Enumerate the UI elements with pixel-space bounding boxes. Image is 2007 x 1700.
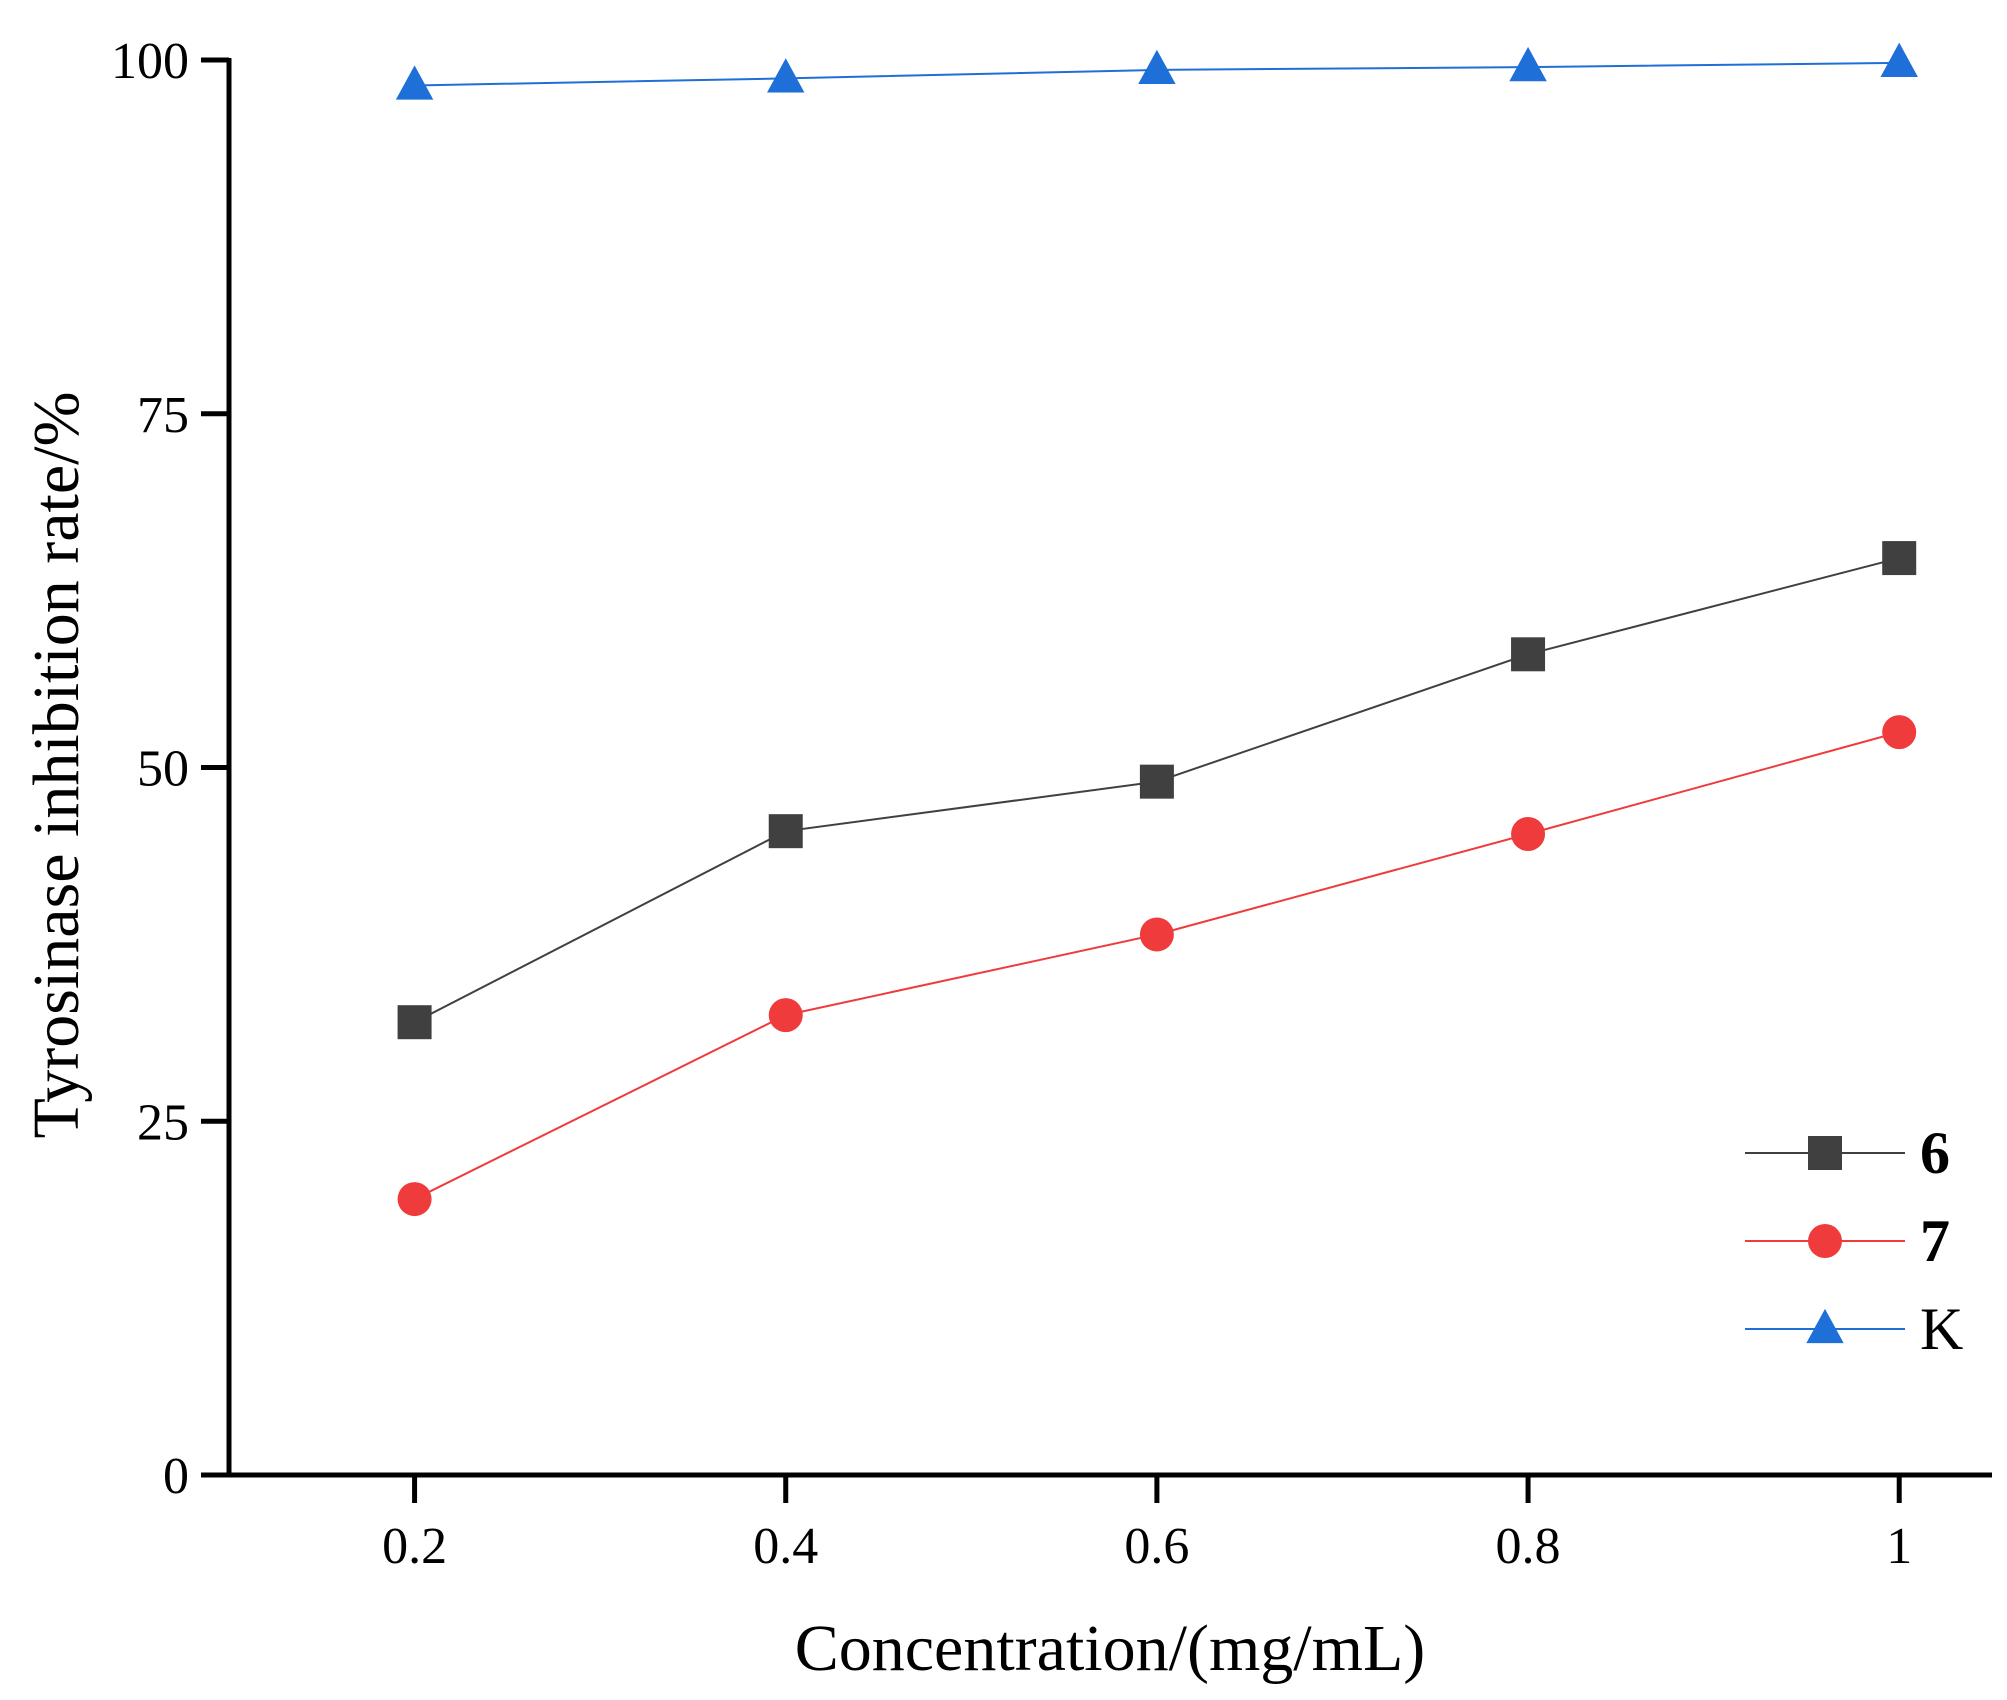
x-tick-label: 0.6 [1124,1518,1189,1575]
series-7-line [414,731,1900,1200]
legend-marker [1808,1224,1842,1258]
x-tick-label: 1 [1886,1518,1912,1575]
series-7 [397,715,1917,1217]
legend-item-K: K [1745,1296,1963,1362]
y-tick-label: 100 [111,33,189,90]
series-K-point [1138,49,1176,85]
x-tick-label: 0.8 [1496,1518,1561,1575]
series-6-point [1511,637,1546,672]
series-K-point [1880,42,1918,77]
series-K-point [1509,46,1547,82]
series-6 [397,541,1917,1040]
series-group [395,42,1918,1217]
series-7-point [1139,917,1174,952]
series-7-point [1511,817,1546,852]
legend-marker [1806,1308,1844,1344]
x-tick-label: 0.4 [753,1518,818,1575]
series-6-point [1139,764,1174,799]
series-6-point [1882,541,1917,576]
series-K [395,42,1918,100]
x-axis-title: Concentration/(mg/mL) [795,1612,1426,1685]
y-tick-label: 0 [163,1448,189,1505]
legend-item-6: 6 [1745,1120,1950,1186]
y-tick-label: 75 [137,387,189,444]
axes: 0 25 50 75 100 0.2 0.4 0.6 0.8 1 [111,33,1992,1575]
legend-marker [1808,1136,1842,1170]
legend-label: 6 [1920,1120,1950,1186]
series-K-point [767,58,805,93]
legend: 6 7 K [1745,1120,1963,1362]
series-6-point [768,814,803,849]
y-axis-title: Tyrosinase inhibition rate/% [20,392,93,1139]
series-7-point [1882,715,1917,750]
x-tick-label: 0.2 [382,1518,447,1575]
series-7-point [768,998,803,1033]
series-K-point [395,65,434,100]
series-7-point [397,1182,432,1217]
legend-label: K [1920,1296,1963,1362]
series-6-point [397,1005,432,1040]
legend-item-7: 7 [1745,1208,1950,1274]
y-tick-label: 50 [137,741,189,798]
legend-label: 7 [1920,1208,1950,1274]
y-tick-label: 25 [137,1094,189,1151]
